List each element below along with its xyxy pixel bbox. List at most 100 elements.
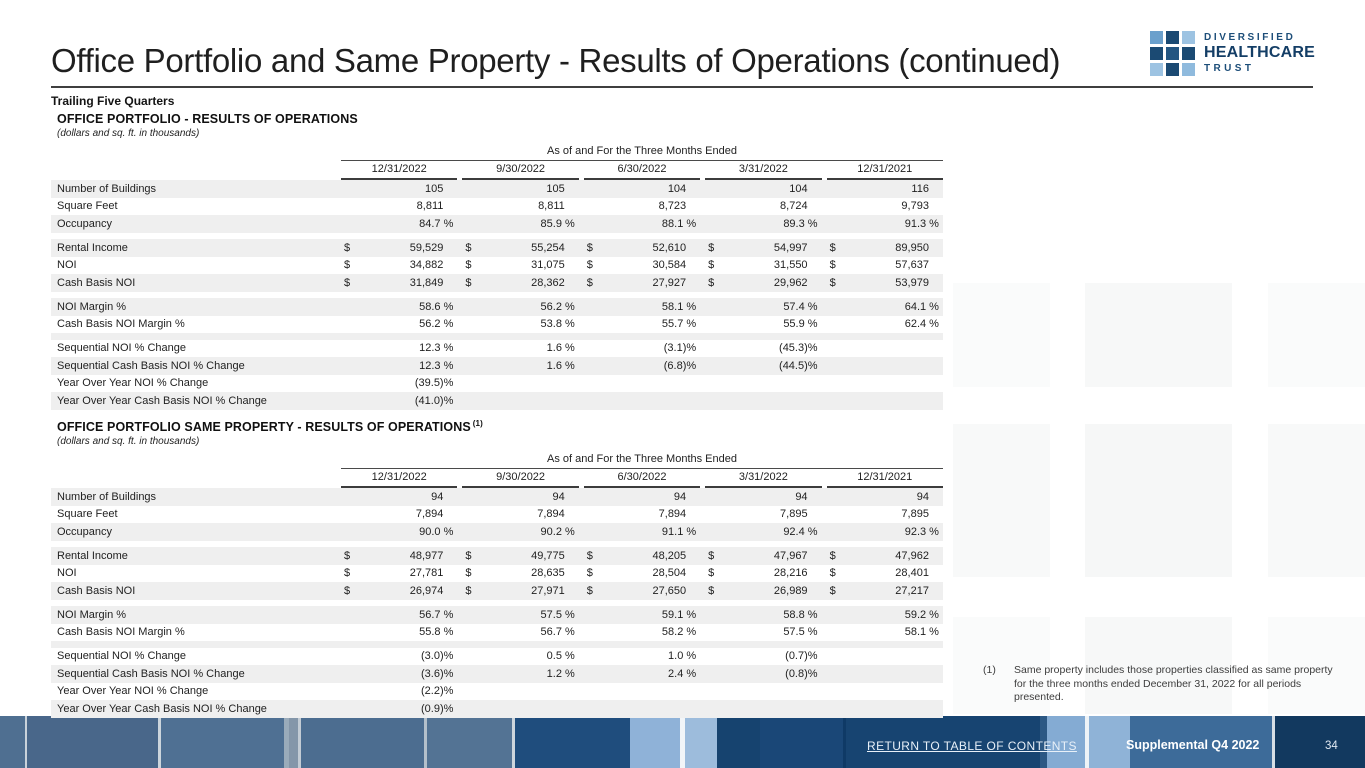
office-portfolio-table: OFFICE PORTFOLIO - RESULTS OF OPERATIONS…: [51, 111, 943, 410]
table-row: Cash Basis NOI Margin % 56.2 % 53.8 % 55.7 …: [51, 316, 943, 334]
same-property-table: OFFICE PORTFOLIO SAME PROPERTY - RESULTS…: [51, 419, 943, 718]
page-title: Office Portfolio and Same Property - Res…: [51, 42, 1061, 79]
dollar-sign: $: [708, 584, 715, 597]
table-row: Square Feet 8,811 8,811 8,723 8,724 9,793: [51, 198, 943, 216]
cell-value: 58.1 %: [661, 300, 697, 313]
row-label: Number of Buildings: [57, 490, 157, 503]
cell-value: 84.7 %: [419, 217, 454, 230]
cell-value: 28,504: [652, 567, 687, 580]
dollar-sign: $: [708, 549, 715, 562]
cell-value: 28,216: [773, 567, 808, 580]
cell-value: 47,967: [773, 549, 808, 562]
table-units-note: (dollars and sq. ft. in thousands): [57, 436, 200, 448]
table-cell: $48,205: [584, 550, 700, 562]
dollar-sign: $: [829, 241, 836, 254]
cell-value: 91.1 %: [661, 525, 697, 538]
column-header-row: 12/31/2022 9/30/2022 6/30/2022 3/31/2022 12/…: [51, 469, 943, 489]
dollar-sign: $: [344, 241, 351, 254]
cell-value: 1.2 %: [546, 667, 575, 680]
table-cell: 1.6 %: [462, 342, 578, 354]
logo-line-healthcare: HEALTHCARE: [1204, 44, 1316, 61]
cell-value: (44.5)%: [779, 359, 818, 372]
logo-line-diversified: DIVERSIFIED: [1204, 32, 1296, 43]
cell-value: 28,401: [895, 567, 929, 580]
cell-value: 58.2 %: [661, 626, 697, 639]
dollar-sign: $: [344, 584, 351, 597]
table-cell: 56.7 %: [341, 609, 457, 621]
column-header-date: 6/30/2022: [583, 161, 701, 181]
cell-value: 105: [425, 182, 444, 195]
dollar-sign: $: [586, 549, 593, 562]
table-row: Number of Buildings 105 105 104 104 116: [51, 180, 943, 198]
column-header-date: 3/31/2022: [705, 161, 822, 181]
table-cell: $26,974: [341, 585, 457, 597]
dollar-sign: $: [708, 567, 715, 580]
table-cell: $27,781: [341, 567, 457, 579]
cell-value: 1.6 %: [546, 342, 575, 355]
dollar-sign: $: [465, 584, 472, 597]
trailing-five-quarters-label: Trailing Five Quarters: [51, 94, 175, 108]
cell-value: 94: [431, 490, 444, 503]
cell-value: 59,529: [409, 241, 444, 254]
table-cell: 104: [705, 183, 821, 195]
table-cell: $57,637: [827, 259, 943, 271]
table-cell: 57.4 %: [705, 301, 821, 313]
cell-value: 91.3 %: [904, 217, 939, 230]
table-cell: $27,217: [827, 585, 943, 597]
cell-value: 57.5 %: [783, 626, 818, 639]
dollar-sign: $: [829, 259, 836, 272]
dollar-sign: $: [829, 549, 836, 562]
table-cell: $89,950: [827, 242, 943, 254]
column-header-date: 9/30/2022: [462, 161, 579, 181]
cell-value: (3.6)%: [420, 667, 454, 680]
table-cell: 7,894: [341, 508, 457, 520]
table-cell: 94: [584, 491, 700, 503]
row-label: Number of Buildings: [57, 182, 157, 195]
table-row: Number of Buildings 94 94 94 94 94: [51, 488, 943, 506]
table-cell: $52,610: [584, 242, 700, 254]
table-cell: $27,927: [584, 277, 700, 289]
table-cell: 7,894: [462, 508, 578, 520]
cell-value: 34,882: [409, 259, 444, 272]
cell-value: 56.2 %: [540, 300, 575, 313]
dollar-sign: $: [465, 567, 472, 580]
logo-square: [1182, 47, 1195, 60]
table-body: Number of Buildings 94 94 94 94 94 Square Feet…: [51, 488, 943, 718]
table-cell: 94: [705, 491, 821, 503]
return-to-toc-link[interactable]: RETURN TO TABLE OF CONTENTS: [867, 739, 1077, 753]
row-label: Square Feet: [57, 200, 118, 213]
table-cell: $28,504: [584, 567, 700, 579]
cell-value: (0.8)%: [785, 667, 818, 680]
cell-value: 27,650: [652, 584, 687, 597]
table-cell: $31,849: [341, 277, 457, 289]
table-cell: 90.2 %: [462, 526, 578, 538]
table-cell: (3.6)%: [341, 668, 457, 680]
cell-value: 56.2 %: [419, 318, 454, 331]
table-cell: 58.1 %: [584, 301, 700, 313]
table-cell: (39.5)%: [341, 377, 457, 389]
cell-value: 62.4 %: [904, 318, 939, 331]
cell-value: 55,254: [531, 241, 565, 254]
table-cell: $31,550: [705, 259, 821, 271]
table-cell: (41.0)%: [341, 395, 457, 407]
dollar-sign: $: [829, 567, 836, 580]
cell-value: 8,723: [658, 200, 687, 213]
cell-value: 116: [911, 182, 929, 195]
cell-value: 56.7 %: [540, 626, 575, 639]
table-cell: 58.2 %: [584, 626, 700, 638]
cell-value: 89,950: [895, 241, 929, 254]
table-cell: 59.2 %: [827, 609, 943, 621]
table-cell: 104: [584, 183, 700, 195]
cell-value: 27,927: [652, 276, 687, 289]
cell-value: 1.0 %: [668, 650, 697, 663]
logo-square: [1150, 31, 1163, 44]
table-cell: 7,894: [584, 508, 700, 520]
column-header-date: 6/30/2022: [583, 469, 701, 489]
table-cell: 55.8 %: [341, 626, 457, 638]
table-cell: $49,775: [462, 550, 578, 562]
table-body: Number of Buildings 105 105 104 104 116 Square…: [51, 180, 943, 410]
table-cell: $30,584: [584, 259, 700, 271]
footnote-1: (1) Same property includes those propert…: [983, 664, 1339, 705]
table-cell: (6.8)%: [584, 360, 700, 372]
row-label: Occupancy: [57, 525, 113, 538]
